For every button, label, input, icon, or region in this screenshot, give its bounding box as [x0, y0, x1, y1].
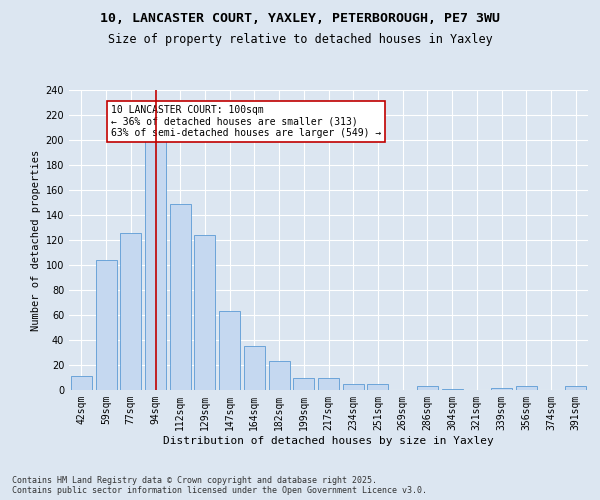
- Y-axis label: Number of detached properties: Number of detached properties: [31, 150, 41, 330]
- Bar: [318, 378, 339, 390]
- Text: Contains HM Land Registry data © Crown copyright and database right 2025.
Contai: Contains HM Land Registry data © Crown c…: [12, 476, 427, 495]
- Bar: [343, 384, 364, 390]
- Bar: [194, 235, 215, 390]
- Bar: [565, 386, 586, 390]
- Bar: [95, 260, 116, 390]
- Bar: [417, 386, 438, 390]
- Bar: [516, 386, 537, 390]
- Bar: [120, 232, 141, 390]
- Bar: [367, 384, 388, 390]
- X-axis label: Distribution of detached houses by size in Yaxley: Distribution of detached houses by size …: [163, 436, 494, 446]
- Text: 10, LANCASTER COURT, YAXLEY, PETERBOROUGH, PE7 3WU: 10, LANCASTER COURT, YAXLEY, PETERBOROUG…: [100, 12, 500, 26]
- Text: Size of property relative to detached houses in Yaxley: Size of property relative to detached ho…: [107, 32, 493, 46]
- Bar: [219, 311, 240, 390]
- Bar: [145, 138, 166, 390]
- Bar: [442, 389, 463, 390]
- Bar: [170, 204, 191, 390]
- Bar: [491, 388, 512, 390]
- Text: 10 LANCASTER COURT: 100sqm
← 36% of detached houses are smaller (313)
63% of sem: 10 LANCASTER COURT: 100sqm ← 36% of deta…: [111, 105, 381, 138]
- Bar: [244, 346, 265, 390]
- Bar: [71, 376, 92, 390]
- Bar: [269, 361, 290, 390]
- Bar: [293, 378, 314, 390]
